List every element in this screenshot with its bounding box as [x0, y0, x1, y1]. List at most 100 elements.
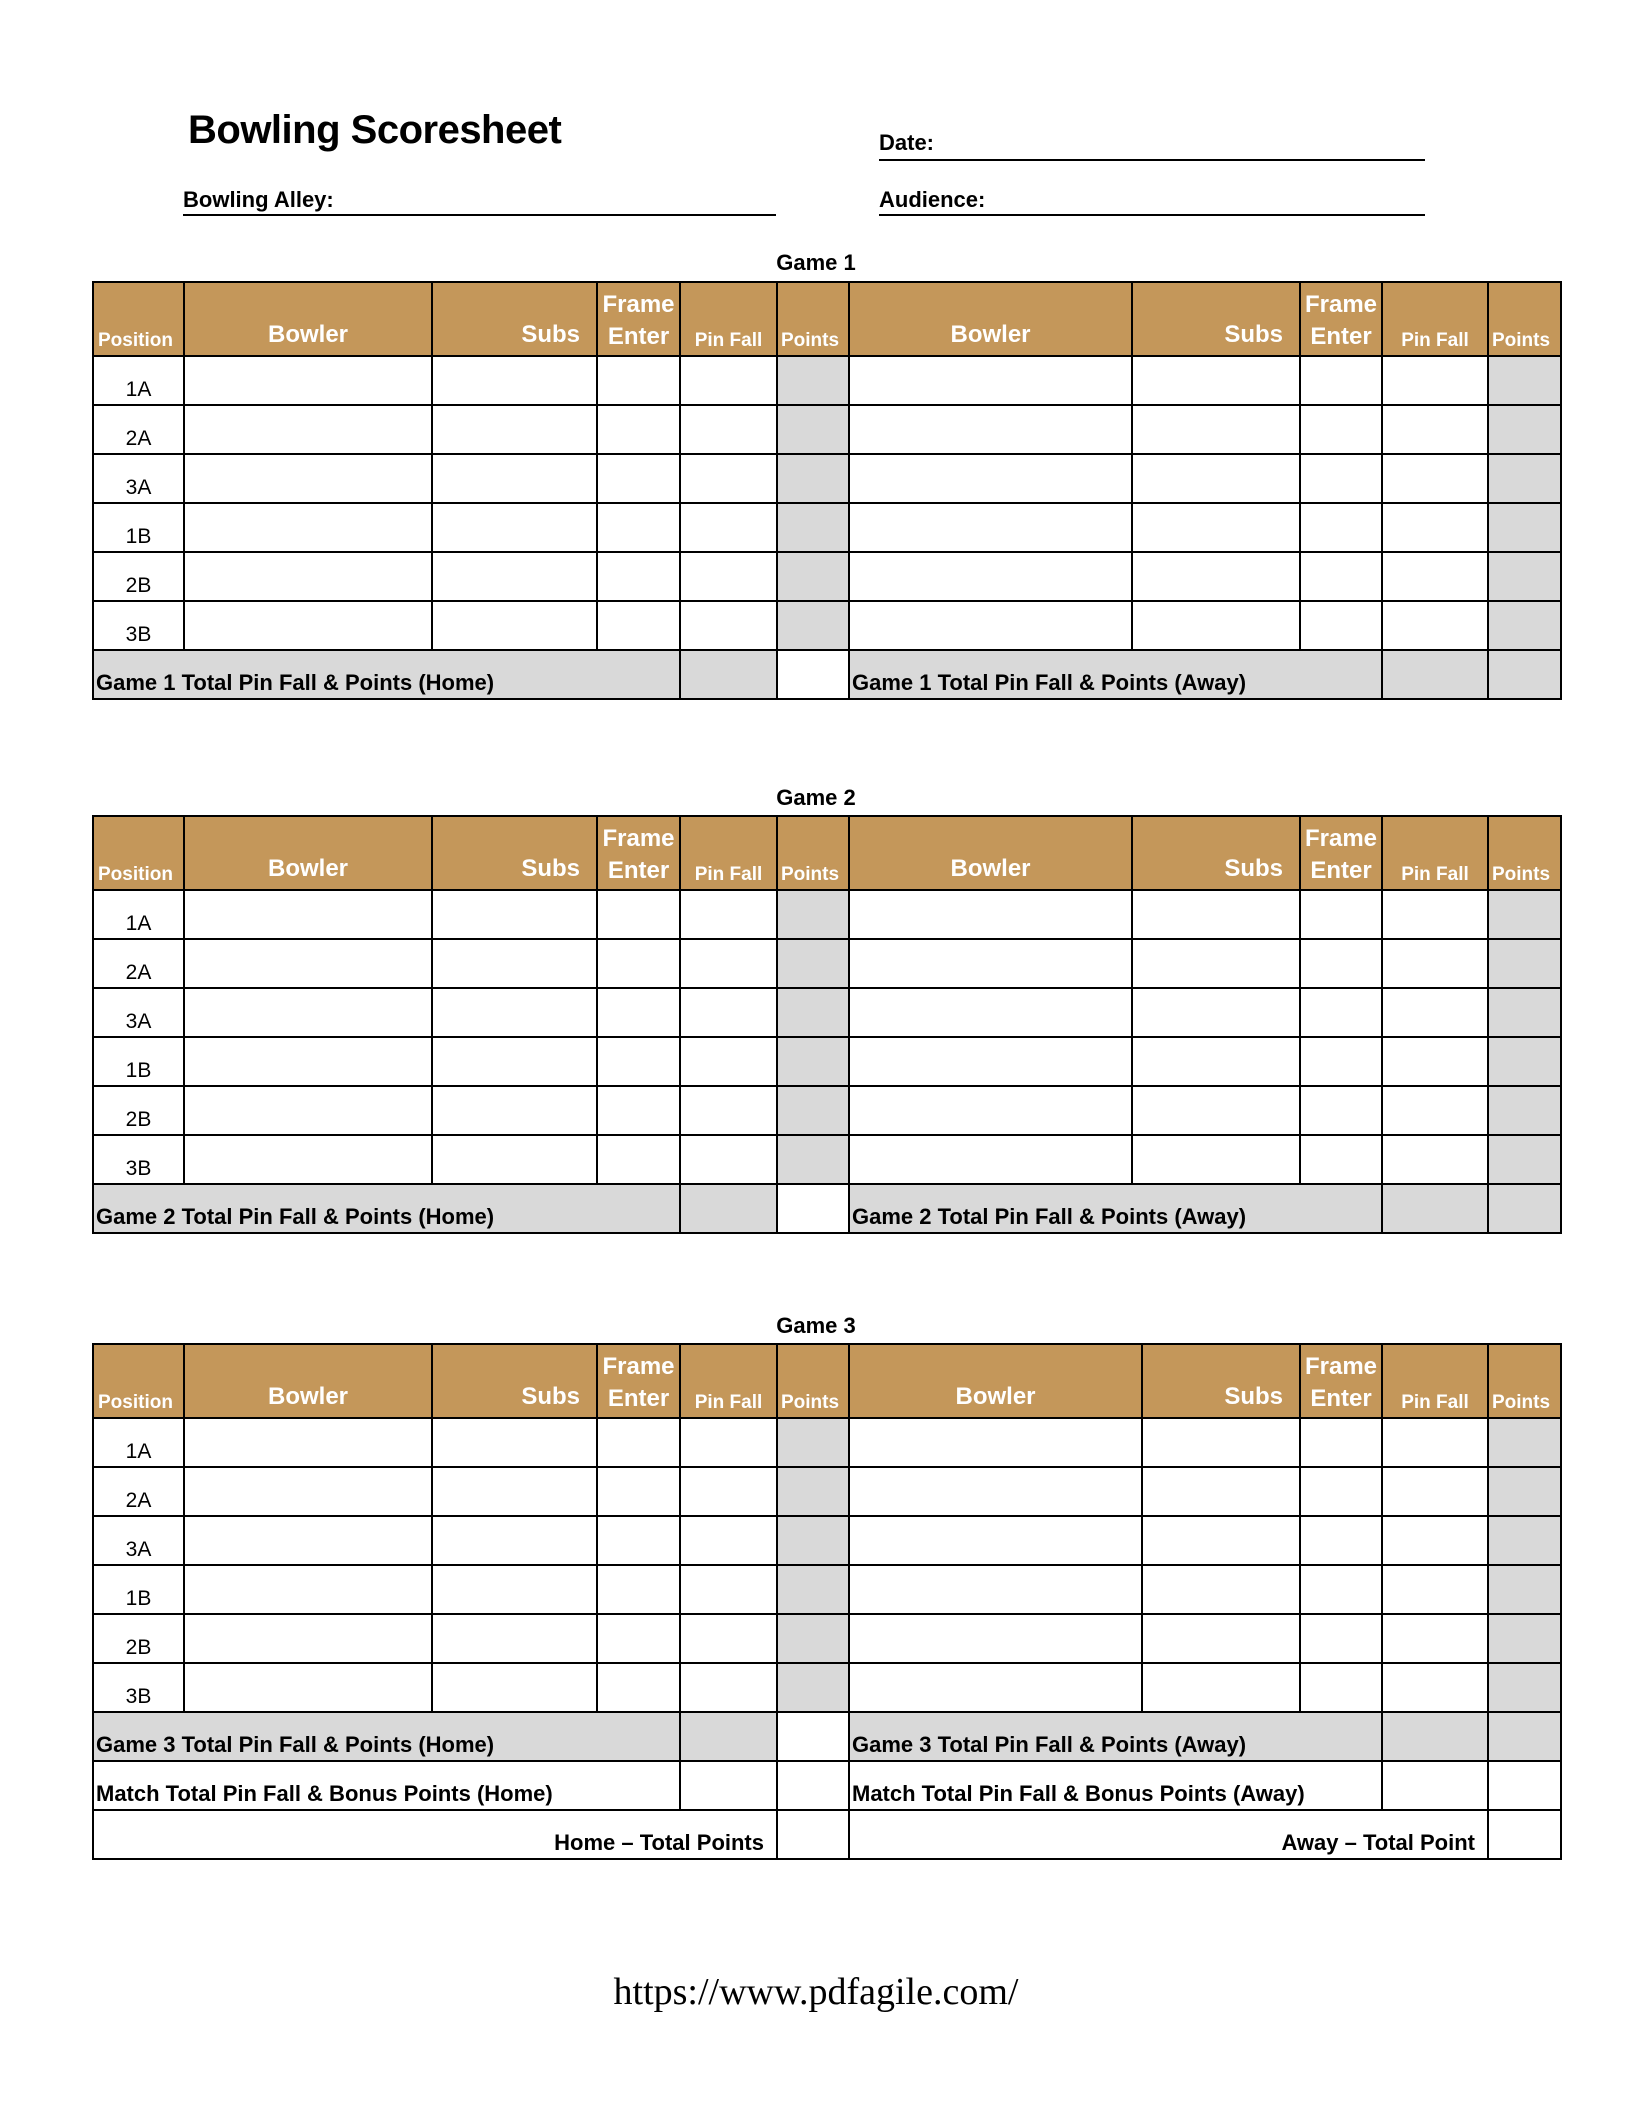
away-points-cell[interactable]	[1487, 1613, 1562, 1664]
home-subs-cell[interactable]	[431, 1515, 598, 1566]
away-pin-fall-cell[interactable]	[1381, 889, 1489, 940]
away-points-cell[interactable]	[1487, 1564, 1562, 1615]
home-subs-cell[interactable]	[431, 938, 598, 989]
away-pin-fall-cell[interactable]	[1381, 355, 1489, 406]
away-bowler-cell[interactable]	[848, 889, 1133, 940]
home-total-points[interactable]	[776, 649, 850, 700]
away-points-cell[interactable]	[1487, 600, 1562, 651]
home-pin-fall-cell[interactable]	[679, 987, 778, 1038]
home-frame-enter-cell[interactable]	[596, 1564, 681, 1615]
home-bowler-cell[interactable]	[183, 1134, 433, 1185]
home-bowler-cell[interactable]	[183, 355, 433, 406]
away-total-points-field[interactable]	[1487, 1809, 1562, 1860]
home-points-cell[interactable]	[776, 1662, 850, 1713]
away-points-cell[interactable]	[1487, 1466, 1562, 1517]
home-pin-fall-cell[interactable]	[679, 1613, 778, 1664]
away-pin-fall-cell[interactable]	[1381, 987, 1489, 1038]
away-subs-cell[interactable]	[1141, 1613, 1301, 1664]
home-points-cell[interactable]	[776, 1613, 850, 1664]
home-frame-enter-cell[interactable]	[596, 1662, 681, 1713]
home-frame-enter-cell[interactable]	[596, 551, 681, 602]
away-subs-cell[interactable]	[1131, 502, 1301, 553]
away-bowler-cell[interactable]	[848, 1417, 1143, 1468]
home-pin-fall-cell[interactable]	[679, 1515, 778, 1566]
home-subs-cell[interactable]	[431, 1085, 598, 1136]
bowling-alley-field[interactable]	[183, 214, 776, 216]
home-points-cell[interactable]	[776, 1036, 850, 1087]
home-bowler-cell[interactable]	[183, 1662, 433, 1713]
home-points-cell[interactable]	[776, 1134, 850, 1185]
home-points-cell[interactable]	[776, 502, 850, 553]
home-bowler-cell[interactable]	[183, 551, 433, 602]
away-subs-cell[interactable]	[1131, 551, 1301, 602]
home-points-cell[interactable]	[776, 889, 850, 940]
away-total-pin-fall[interactable]	[1381, 1183, 1489, 1234]
away-frame-enter-cell[interactable]	[1299, 889, 1383, 940]
away-pin-fall-cell[interactable]	[1381, 1564, 1489, 1615]
home-subs-cell[interactable]	[431, 453, 598, 504]
away-subs-cell[interactable]	[1141, 1466, 1301, 1517]
away-bowler-cell[interactable]	[848, 600, 1133, 651]
home-bonus-points[interactable]	[776, 1760, 850, 1811]
home-points-cell[interactable]	[776, 404, 850, 455]
home-total-pin-fall[interactable]	[679, 649, 778, 700]
home-subs-cell[interactable]	[431, 600, 598, 651]
away-bowler-cell[interactable]	[848, 453, 1133, 504]
away-points-cell[interactable]	[1487, 1662, 1562, 1713]
home-points-cell[interactable]	[776, 453, 850, 504]
away-points-cell[interactable]	[1487, 1417, 1562, 1468]
home-pin-fall-cell[interactable]	[679, 404, 778, 455]
away-pin-fall-cell[interactable]	[1381, 453, 1489, 504]
away-points-cell[interactable]	[1487, 1036, 1562, 1087]
away-bowler-cell[interactable]	[848, 1662, 1143, 1713]
home-subs-cell[interactable]	[431, 1036, 598, 1087]
home-subs-cell[interactable]	[431, 502, 598, 553]
away-subs-cell[interactable]	[1131, 1036, 1301, 1087]
home-subs-cell[interactable]	[431, 551, 598, 602]
home-bowler-cell[interactable]	[183, 938, 433, 989]
away-frame-enter-cell[interactable]	[1299, 1085, 1383, 1136]
away-points-cell[interactable]	[1487, 1085, 1562, 1136]
home-pin-fall-cell[interactable]	[679, 1134, 778, 1185]
home-pin-fall-cell[interactable]	[679, 1417, 778, 1468]
home-frame-enter-cell[interactable]	[596, 1085, 681, 1136]
home-points-cell[interactable]	[776, 987, 850, 1038]
home-points-cell[interactable]	[776, 1564, 850, 1615]
home-frame-enter-cell[interactable]	[596, 1417, 681, 1468]
home-frame-enter-cell[interactable]	[596, 1134, 681, 1185]
away-pin-fall-cell[interactable]	[1381, 404, 1489, 455]
home-points-cell[interactable]	[776, 1466, 850, 1517]
home-subs-cell[interactable]	[431, 355, 598, 406]
home-subs-cell[interactable]	[431, 1613, 598, 1664]
home-pin-fall-cell[interactable]	[679, 502, 778, 553]
away-subs-cell[interactable]	[1131, 1085, 1301, 1136]
home-bowler-cell[interactable]	[183, 502, 433, 553]
home-total-pin-fall[interactable]	[679, 1711, 778, 1762]
home-frame-enter-cell[interactable]	[596, 453, 681, 504]
away-points-cell[interactable]	[1487, 502, 1562, 553]
home-frame-enter-cell[interactable]	[596, 355, 681, 406]
home-pin-fall-cell[interactable]	[679, 453, 778, 504]
away-points-cell[interactable]	[1487, 355, 1562, 406]
footer-url[interactable]: https://www.pdfagile.com/	[613, 1971, 1019, 2013]
away-frame-enter-cell[interactable]	[1299, 1036, 1383, 1087]
away-points-cell[interactable]	[1487, 938, 1562, 989]
home-frame-enter-cell[interactable]	[596, 502, 681, 553]
away-bowler-cell[interactable]	[848, 1613, 1143, 1664]
home-subs-cell[interactable]	[431, 404, 598, 455]
away-bonus-pin-fall[interactable]	[1381, 1760, 1489, 1811]
home-pin-fall-cell[interactable]	[679, 1085, 778, 1136]
away-bowler-cell[interactable]	[848, 1036, 1133, 1087]
away-frame-enter-cell[interactable]	[1299, 1134, 1383, 1185]
home-total-points[interactable]	[776, 1183, 850, 1234]
home-bowler-cell[interactable]	[183, 1417, 433, 1468]
away-frame-enter-cell[interactable]	[1299, 551, 1383, 602]
away-frame-enter-cell[interactable]	[1299, 1662, 1383, 1713]
home-subs-cell[interactable]	[431, 1662, 598, 1713]
away-pin-fall-cell[interactable]	[1381, 1036, 1489, 1087]
away-bowler-cell[interactable]	[848, 551, 1133, 602]
away-subs-cell[interactable]	[1141, 1564, 1301, 1615]
away-total-pin-fall[interactable]	[1381, 1711, 1489, 1762]
away-pin-fall-cell[interactable]	[1381, 1417, 1489, 1468]
away-points-cell[interactable]	[1487, 453, 1562, 504]
